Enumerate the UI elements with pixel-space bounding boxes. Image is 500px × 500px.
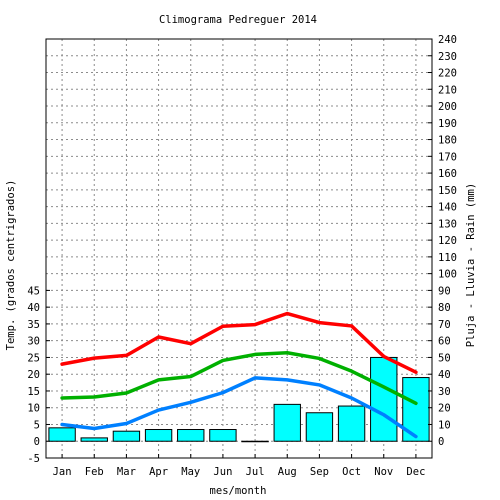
x-tick-label: Aug (278, 466, 297, 478)
x-tick-label: Oct (342, 466, 361, 478)
right-tick-label: 80 (438, 302, 451, 314)
x-tick-label: Jul (246, 466, 265, 478)
x-axis-label: mes/month (210, 485, 267, 497)
right-tick-label: 20 (438, 403, 451, 415)
right-tick-label: 200 (438, 101, 457, 113)
right-tick-label: 30 (438, 386, 451, 398)
right-tick-label: 70 (438, 319, 451, 331)
left-tick-label: 35 (27, 319, 40, 331)
rain-bar (337, 405, 366, 442)
rain-bar (209, 429, 237, 442)
x-tick-label: Dec (406, 466, 425, 478)
right-tick-label: 60 (438, 336, 451, 348)
right-tick-label: 240 (438, 34, 457, 46)
rain-bar (48, 427, 76, 442)
chart-title: Climograma Pedreguer 2014 (159, 14, 317, 26)
left-tick-label: 0 (34, 436, 40, 448)
right-tick-label: 190 (438, 118, 457, 130)
x-tick-label: Nov (374, 466, 393, 478)
right-tick-label: 180 (438, 135, 457, 147)
rain-bar (80, 437, 108, 442)
left-tick-label: 20 (27, 369, 40, 381)
right-tick-label: 90 (438, 285, 451, 297)
left-tick-label: 10 (27, 403, 40, 415)
right-tick-label: 50 (438, 352, 451, 364)
left-tick-label: 15 (27, 386, 40, 398)
right-tick-label: 220 (438, 68, 457, 80)
x-tick-label: Apr (149, 466, 168, 478)
temperature-line (60, 311, 418, 374)
x-tick-label: Jun (213, 466, 232, 478)
x-tick-label: Sep (310, 466, 329, 478)
right-tick-label: 120 (438, 235, 457, 247)
x-tick-label: Mar (117, 466, 136, 478)
right-tick-label: 130 (438, 218, 457, 230)
right-tick-label: 110 (438, 252, 457, 264)
left-tick-label: 45 (27, 285, 40, 297)
temperature-line (60, 376, 418, 439)
right-tick-label: 210 (438, 84, 457, 96)
right-tick-label: 230 (438, 51, 457, 63)
rain-bar (370, 356, 398, 442)
right-tick-label: 10 (438, 419, 451, 431)
rain-bar (273, 403, 301, 442)
x-tick-label: May (181, 466, 200, 478)
right-tick-label: 40 (438, 369, 451, 381)
x-tick-label: Jan (53, 466, 72, 478)
left-axis-label: Temp. (grados centrigrados) (5, 180, 17, 351)
rain-bar (112, 430, 141, 442)
temperature-line (60, 350, 418, 406)
rain-bar (144, 429, 173, 442)
x-tick-label: Feb (85, 466, 104, 478)
left-tick-label: -5 (27, 453, 40, 465)
right-tick-label: 0 (438, 436, 444, 448)
right-axis-label: Pluja - Lluvia - Rain (mm) (465, 183, 477, 347)
right-tick-label: 170 (438, 151, 457, 163)
plot-frame (45, 38, 433, 459)
rain-bar (177, 429, 205, 442)
right-tick-label: 150 (438, 185, 457, 197)
right-tick-label: 100 (438, 269, 457, 281)
left-tick-label: 5 (34, 419, 40, 431)
left-tick-label: 25 (27, 352, 40, 364)
left-tick-label: 30 (27, 336, 40, 348)
right-tick-label: 140 (438, 202, 457, 214)
rain-bar (241, 440, 269, 443)
left-tick-label: 40 (27, 302, 40, 314)
rain-bar (305, 412, 334, 442)
right-tick-label: 160 (438, 168, 457, 180)
